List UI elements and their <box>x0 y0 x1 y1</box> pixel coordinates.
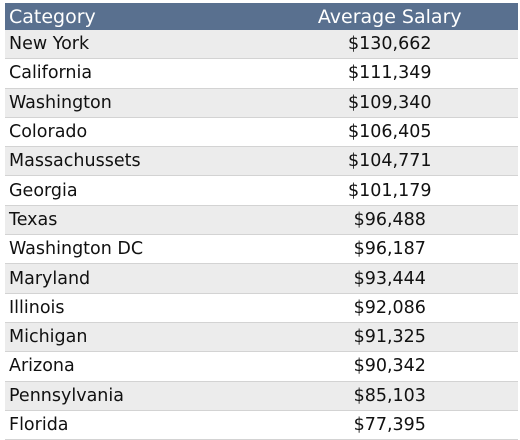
table-row: Washington $109,340 <box>5 88 518 118</box>
category-cell: Georgia <box>5 175 262 206</box>
column-header-category: Category <box>5 3 262 30</box>
salary-cell: $92,086 <box>261 293 518 323</box>
salary-cell: $96,187 <box>261 234 518 265</box>
table-row: Michigan $91,325 <box>5 322 518 353</box>
table-row: Massachussets $104,771 <box>5 146 518 177</box>
salary-cell: $85,103 <box>261 381 518 411</box>
table-row: Illinois $92,086 <box>5 293 518 323</box>
category-cell: Colorado <box>5 117 262 148</box>
table-body: New York $130,662 California $111,349 Washin… <box>5 30 518 440</box>
category-cell: Michigan <box>5 322 262 353</box>
salary-table: Category Average Salary New York $130,662… <box>5 3 518 440</box>
table-row: Pennsylvania $85,103 <box>5 381 518 411</box>
salary-cell: $111,349 <box>261 58 518 89</box>
table-row: New York $130,662 <box>5 30 518 60</box>
category-cell: Massachussets <box>5 146 262 177</box>
category-cell: Pennsylvania <box>5 381 262 411</box>
category-cell: California <box>5 58 262 89</box>
table-row: Florida $77,395 <box>5 410 518 440</box>
category-cell: New York <box>5 30 262 60</box>
salary-cell: $104,771 <box>261 146 518 177</box>
table-row: Washington DC $96,187 <box>5 234 518 265</box>
category-cell: Texas <box>5 205 262 236</box>
table-row: Texas $96,488 <box>5 205 518 236</box>
salary-cell: $109,340 <box>261 88 518 118</box>
table-row: Colorado $106,405 <box>5 117 518 148</box>
salary-cell: $77,395 <box>261 410 518 440</box>
salary-cell: $106,405 <box>261 117 518 148</box>
salary-cell: $101,179 <box>261 175 518 206</box>
category-cell: Arizona <box>5 351 262 382</box>
category-cell: Washington DC <box>5 234 262 265</box>
column-header-average-salary: Average Salary <box>261 3 518 30</box>
table-row: Georgia $101,179 <box>5 175 518 206</box>
category-cell: Florida <box>5 410 262 440</box>
category-cell: Maryland <box>5 263 262 294</box>
salary-cell: $90,342 <box>261 351 518 382</box>
salary-cell: $91,325 <box>261 322 518 353</box>
salary-cell: $93,444 <box>261 263 518 294</box>
table-row: Maryland $93,444 <box>5 263 518 294</box>
category-cell: Washington <box>5 88 262 118</box>
header-row: Category Average Salary <box>5 3 518 30</box>
table-row: California $111,349 <box>5 58 518 89</box>
salary-cell: $130,662 <box>261 30 518 60</box>
salary-cell: $96,488 <box>261 205 518 236</box>
table-row: Arizona $90,342 <box>5 351 518 382</box>
category-cell: Illinois <box>5 293 262 323</box>
